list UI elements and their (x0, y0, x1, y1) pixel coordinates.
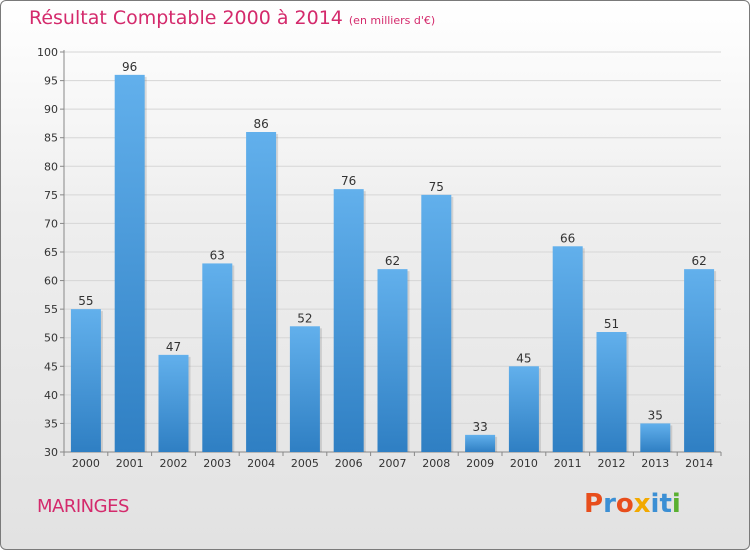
y-tick-label: 100 (37, 46, 58, 59)
x-tick-label: 2009 (466, 457, 494, 470)
x-tick-label: 2010 (510, 457, 538, 470)
x-tick-label: 2002 (160, 457, 188, 470)
data-label: 76 (341, 174, 356, 188)
x-tick-label: 2003 (203, 457, 231, 470)
y-tick-label: 35 (44, 417, 58, 430)
data-label: 55 (78, 294, 93, 308)
data-label: 86 (253, 117, 268, 131)
y-tick-label: 80 (44, 160, 58, 173)
bar-2014 (684, 269, 715, 452)
x-tick-label: 2011 (554, 457, 582, 470)
x-tick-label: 2013 (641, 457, 669, 470)
logo-letter: r (603, 489, 616, 519)
bar-2013 (640, 423, 671, 452)
y-tick-label: 90 (44, 103, 58, 116)
bar-2003 (202, 263, 233, 452)
y-tick-label: 65 (44, 246, 58, 259)
x-tick-label: 2012 (598, 457, 626, 470)
data-label: 63 (210, 248, 225, 262)
bar-2012 (596, 332, 627, 452)
bar-2010 (508, 366, 539, 452)
bar-2011 (552, 246, 583, 452)
data-label: 96 (122, 60, 137, 74)
y-tick-label: 60 (44, 275, 58, 288)
y-tick-label: 50 (44, 332, 58, 345)
x-tick-label: 2006 (335, 457, 363, 470)
x-tick-label: 2007 (379, 457, 407, 470)
bar-2002 (158, 354, 189, 452)
bar-2004 (246, 132, 277, 452)
y-tick-label: 95 (44, 75, 58, 88)
bar-2009 (465, 434, 496, 452)
x-tick-label: 2005 (291, 457, 319, 470)
bar-2000 (70, 309, 101, 452)
data-label: 66 (560, 231, 575, 245)
logo-letter: i (650, 489, 660, 519)
data-label: 45 (516, 351, 531, 365)
commune-name: MARINGES (37, 496, 129, 517)
y-tick-label: 70 (44, 217, 58, 230)
data-label: 33 (472, 420, 487, 434)
y-tick-label: 85 (44, 132, 58, 145)
bar-2006 (333, 189, 364, 452)
data-label: 62 (385, 254, 400, 268)
bar-2005 (289, 326, 320, 452)
bars (70, 74, 717, 452)
data-label: 51 (604, 317, 619, 331)
data-label: 75 (429, 180, 444, 194)
x-tick-label: 2000 (72, 457, 100, 470)
logo-letter: x (633, 489, 651, 519)
y-tick-label: 40 (44, 389, 58, 402)
x-tick-label: 2014 (685, 457, 713, 470)
logo-letter: P (584, 489, 604, 519)
x-tick-label: 2008 (422, 457, 450, 470)
x-tick-label: 2004 (247, 457, 275, 470)
y-tick-label: 75 (44, 189, 58, 202)
logo-letter: t (659, 489, 672, 519)
data-label: 52 (297, 311, 312, 325)
y-tick-label: 45 (44, 360, 58, 373)
bar-2008 (421, 194, 452, 452)
y-tick-label: 30 (44, 446, 58, 459)
bar-2001 (114, 74, 145, 452)
data-label: 47 (166, 340, 181, 354)
x-tick-label: 2001 (116, 457, 144, 470)
bar-2007 (377, 269, 408, 452)
labels: 30 35 40 45 50 55 60 65 70 75 80 85 90 95 100 2000 55 200… (37, 46, 713, 470)
logo-letter: o (615, 489, 634, 519)
y-tick-label: 55 (44, 303, 58, 316)
proxiti-logo: Proxiti (584, 489, 681, 519)
data-label: 62 (691, 254, 706, 268)
chart-subtitle: (en milliers d'€) (348, 14, 436, 27)
chart-title: Résultat Comptable 2000 à 2014 (en millie… (29, 7, 435, 29)
chart-title-text: Résultat Comptable 2000 à 2014 (29, 7, 343, 29)
data-label: 35 (648, 408, 663, 422)
logo-letter: i (671, 489, 681, 519)
